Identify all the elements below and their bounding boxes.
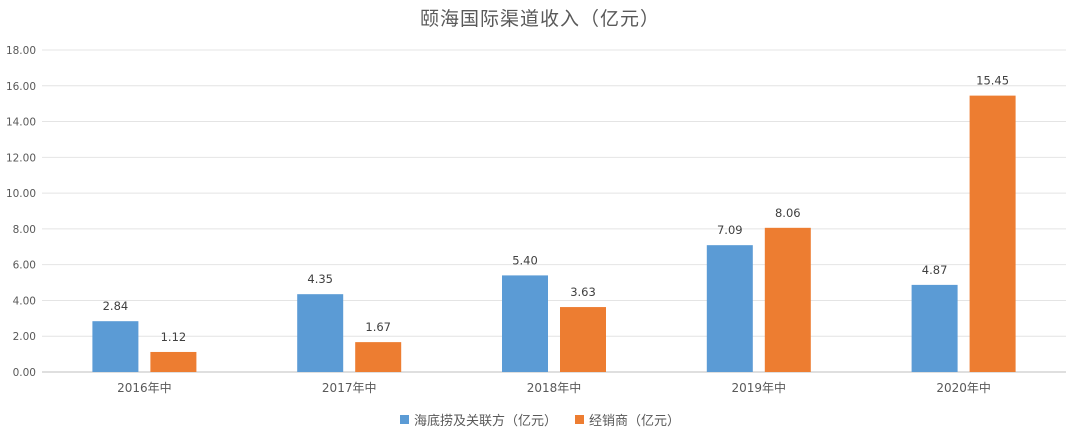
bar-series-1: [706, 245, 753, 372]
data-label: 2.84: [103, 299, 129, 313]
data-label: 1.12: [161, 330, 187, 344]
x-tick-label: 2020年中: [936, 380, 991, 395]
y-tick-label: 2.00: [13, 331, 36, 343]
data-label: 4.87: [922, 263, 948, 277]
bar-series-2: [969, 95, 1016, 372]
data-label: 1.67: [365, 320, 391, 334]
legend-swatch-series-2: [575, 415, 584, 424]
y-tick-label: 10.00: [6, 188, 36, 200]
gridlines: [42, 49, 1066, 373]
bars: 2.84 1.12 4.35 1.67 5.40 3.63 7.09 8.06 4.87 15.4…: [92, 74, 1016, 372]
y-tick-label: 0.00: [13, 367, 36, 379]
data-label: 8.06: [775, 206, 801, 220]
legend-label-series-1: 海底捞及关联方（亿元）: [413, 414, 557, 429]
legend-label-series-2: 经销商（亿元）: [589, 414, 681, 429]
bar-series-2: [560, 307, 606, 372]
data-label: 7.09: [717, 223, 743, 237]
bar-series-2: [764, 227, 811, 372]
bar-series-1: [911, 284, 958, 372]
bar-series-2: [150, 351, 197, 372]
legend-swatch-series-1: [399, 415, 409, 424]
y-tick-label: 6.00: [13, 260, 36, 272]
y-axis: 0.00 2.00 4.00 6.00 8.00 10.00 12.00 14.00 16.00…: [6, 45, 36, 379]
y-tick-label: 14.00: [6, 117, 36, 129]
x-tick-label: 2017年中: [322, 380, 377, 395]
y-tick-label: 16.00: [6, 81, 36, 93]
legend-item-series-2: 经销商（亿元）: [575, 410, 680, 429]
bar-series-1: [92, 321, 139, 372]
data-label: 5.40: [512, 253, 538, 267]
y-tick-label: 12.00: [6, 152, 36, 164]
y-tick-label: 18.00: [6, 45, 36, 57]
bar-series-1: [297, 294, 344, 372]
x-tick-label: 2016年中: [117, 380, 172, 395]
x-tick-label: 2019年中: [732, 380, 787, 395]
bar-series-2: [355, 342, 402, 372]
x-tick-label: 2018年中: [527, 380, 582, 395]
data-label: 4.35: [307, 272, 333, 286]
legend: 海底捞及关联方（亿元） 经销商（亿元）: [0, 410, 1080, 429]
bar-series-1: [502, 275, 548, 372]
y-tick-label: 4.00: [13, 295, 36, 307]
data-label: 3.63: [570, 285, 596, 299]
y-tick-label: 8.00: [13, 224, 36, 236]
chart-title: 颐海国际渠道收入（亿元）: [419, 8, 660, 30]
x-axis: 2016年中 2017年中 2018年中 2019年中 2020年中: [117, 380, 991, 395]
legend-item-series-1: 海底捞及关联方（亿元）: [399, 410, 557, 429]
data-label: 15.45: [976, 74, 1009, 88]
